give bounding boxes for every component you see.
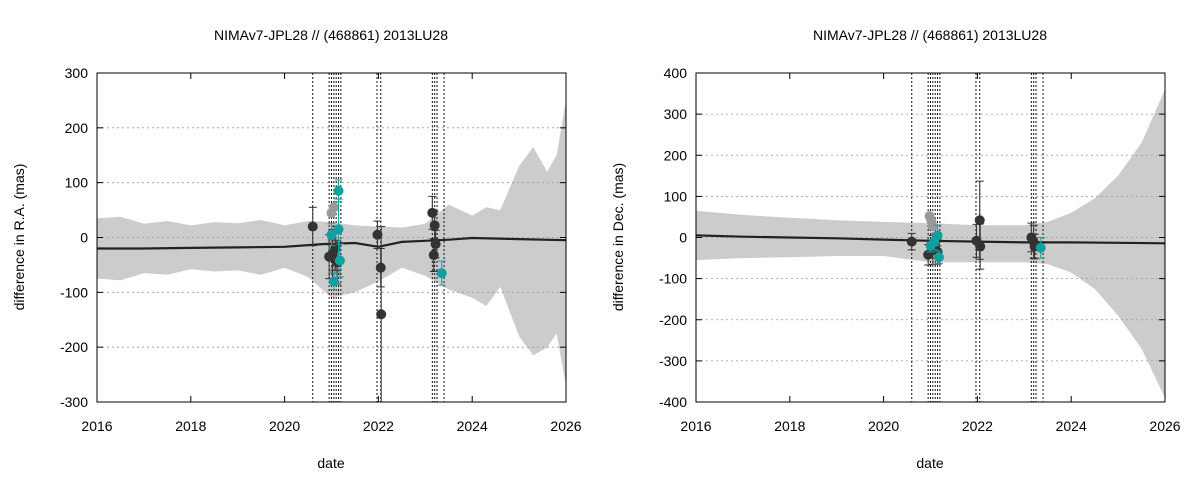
x-tick-label: 2016 (81, 418, 112, 434)
data-point (927, 220, 938, 231)
x-tick-label: 2018 (175, 418, 206, 434)
data-point (427, 207, 438, 218)
x-tick-label: 2020 (269, 418, 300, 434)
data-point (975, 241, 986, 252)
x-tick-label: 2020 (868, 418, 899, 434)
y-tick-label: 200 (664, 147, 688, 163)
y-tick-label: -200 (60, 339, 88, 355)
y-tick-label: -100 (659, 271, 687, 287)
y-axis-label: difference in Dec. (mas) (610, 163, 626, 311)
x-axis-label: date (916, 455, 943, 471)
data-point (436, 268, 447, 279)
y-tick-label: -300 (60, 394, 88, 410)
x-tick-label: 2024 (1056, 418, 1087, 434)
data-point (974, 215, 985, 226)
x-tick-label: 2022 (962, 418, 993, 434)
x-tick-label: 2016 (680, 418, 711, 434)
y-tick-label: 0 (80, 230, 88, 246)
x-tick-label: 2026 (550, 418, 581, 434)
chart-dec: NIMAv7-JPL28 // (468861) 2013LU28 differ… (610, 27, 1181, 471)
data-point (430, 239, 441, 250)
y-tick-label: 200 (65, 120, 89, 136)
chart-title: NIMAv7-JPL28 // (468861) 2013LU28 (813, 27, 1047, 43)
data-point (372, 229, 383, 240)
data-point (328, 276, 339, 287)
x-tick-label: 2022 (363, 418, 394, 434)
y-tick-label: 0 (679, 230, 687, 246)
x-tick-label: 2024 (457, 418, 488, 434)
data-point (326, 207, 337, 218)
nominal-curve (97, 236, 566, 250)
data-point (376, 309, 387, 320)
x-tick-label: 2026 (1149, 418, 1180, 434)
data-point (429, 220, 440, 231)
plot-area (97, 73, 566, 402)
chart-ra: NIMAv7-JPL28 // (468861) 2013LU28 differ… (11, 27, 582, 471)
y-tick-label: 100 (65, 175, 89, 191)
data-point (428, 250, 439, 261)
data-point (932, 230, 943, 241)
data-point (906, 236, 917, 247)
y-tick-label: 100 (664, 188, 688, 204)
y-axis-label: difference in R.A. (mas) (11, 164, 27, 311)
data-point (1035, 242, 1046, 253)
data-point (333, 185, 344, 196)
data-point (307, 221, 318, 232)
y-tick-label: -100 (60, 284, 88, 300)
y-tick-label: -300 (659, 353, 687, 369)
y-tick-label: 400 (664, 65, 688, 81)
y-tick-label: -400 (659, 394, 687, 410)
data-point (334, 255, 345, 266)
chart-title: NIMAv7-JPL28 // (468861) 2013LU28 (214, 27, 448, 43)
y-tick-label: 300 (65, 65, 89, 81)
y-tick-label: -200 (659, 312, 687, 328)
data-point (933, 252, 944, 263)
x-axis-label: date (317, 455, 344, 471)
y-tick-label: 300 (664, 106, 688, 122)
x-tick-label: 2018 (774, 418, 805, 434)
plot-area (696, 73, 1165, 402)
data-point (326, 229, 337, 240)
data-point (333, 224, 344, 235)
